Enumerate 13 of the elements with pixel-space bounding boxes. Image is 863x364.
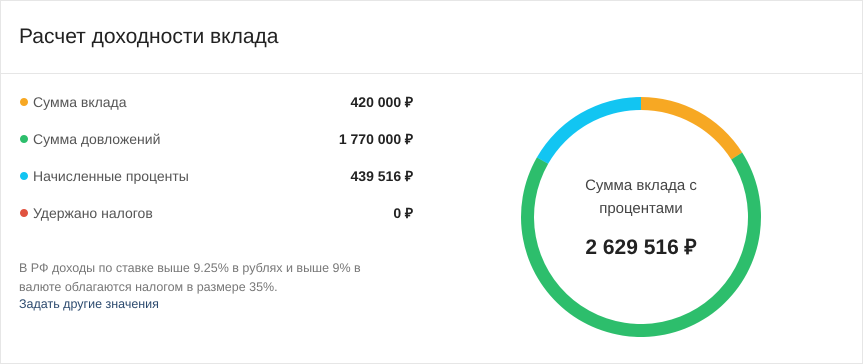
text: 0 ₽ bbox=[393, 205, 413, 221]
data-label: 1 770 000 ₽ bbox=[338, 131, 413, 147]
text: Задать другие значения bbox=[19, 297, 159, 311]
legend-label: Сумма довложений bbox=[33, 131, 160, 147]
text: В РФ доходы по ставке выше 9.25% в рублях и выше 9% в валюте облагаются налогом в размере 35%. bbox=[19, 260, 362, 296]
legend-label: Удержано налогов bbox=[33, 205, 153, 221]
text: 2 629 516 ₽ bbox=[584, 235, 698, 260]
text: Сумма вклада с процентами bbox=[584, 176, 698, 219]
legend-label: Начисленные проценты bbox=[33, 168, 189, 184]
chart-title: Расчет доходности вклада bbox=[1, 1, 862, 74]
legend-label: Сумма вклада bbox=[33, 94, 127, 110]
data-label: 420 000 ₽ bbox=[350, 94, 413, 110]
data-label: 439 516 ₽ bbox=[350, 168, 413, 184]
